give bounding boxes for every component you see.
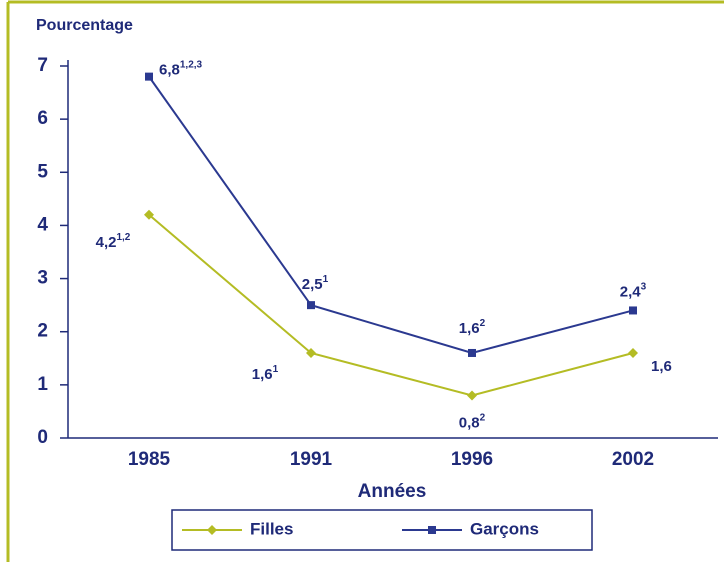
- marker: [207, 525, 217, 535]
- value-label: 1,6: [651, 358, 672, 375]
- value-note: 1,2,3: [180, 59, 203, 70]
- x-tick-label: 2002: [612, 449, 654, 470]
- value-label: 1,61: [252, 364, 279, 383]
- value-label: 4,21,2: [96, 231, 131, 250]
- y-tick-label: 6: [37, 108, 48, 129]
- y-tick-label: 3: [37, 268, 48, 289]
- marker: [306, 347, 316, 358]
- value-label-text: 0,8: [459, 414, 480, 431]
- value-label: 1,62: [459, 318, 486, 337]
- marker: [628, 347, 638, 358]
- y-tick-label: 4: [37, 214, 48, 235]
- y-tick-label: 7: [37, 55, 48, 76]
- y-tick-label: 1: [37, 374, 48, 395]
- value-note: 2: [480, 318, 486, 329]
- value-label: 2,51: [302, 274, 329, 293]
- value-label-text: 2,5: [302, 276, 323, 293]
- marker: [468, 348, 476, 357]
- legend-label: Garçons: [470, 519, 539, 538]
- value-label-text: 1,6: [459, 320, 480, 337]
- value-label: 6,81,2,3: [159, 59, 203, 78]
- marker: [307, 301, 315, 310]
- value-note: 3: [641, 281, 647, 292]
- value-label: 0,82: [459, 412, 486, 431]
- x-axis-label: Années: [358, 481, 427, 502]
- value-label-text: 1,6: [651, 358, 672, 375]
- marker: [428, 526, 436, 534]
- value-note: 2: [480, 412, 486, 423]
- marker: [144, 209, 154, 220]
- y-tick-label: 2: [37, 321, 48, 342]
- marker: [467, 390, 477, 401]
- legend-label: Filles: [250, 519, 293, 538]
- value-label: 2,43: [620, 281, 647, 300]
- value-note: 1: [323, 274, 329, 285]
- value-label-text: 2,4: [620, 283, 642, 300]
- x-tick-label: 1985: [128, 449, 171, 470]
- series-line: [148, 76, 634, 355]
- y-axis-label: Pourcentage: [36, 17, 133, 34]
- value-label-text: 4,2: [96, 234, 117, 251]
- y-tick-label: 0: [37, 427, 48, 448]
- y-tick-label: 5: [37, 161, 48, 182]
- value-note: 1: [273, 364, 279, 375]
- series-line: [148, 214, 634, 397]
- marker: [145, 72, 153, 81]
- value-label-text: 6,8: [159, 62, 180, 79]
- value-label-text: 1,6: [252, 366, 273, 383]
- x-tick-label: 1991: [290, 449, 333, 470]
- marker: [629, 306, 637, 315]
- value-note: 1,2: [116, 231, 130, 242]
- x-tick-label: 1996: [451, 449, 493, 470]
